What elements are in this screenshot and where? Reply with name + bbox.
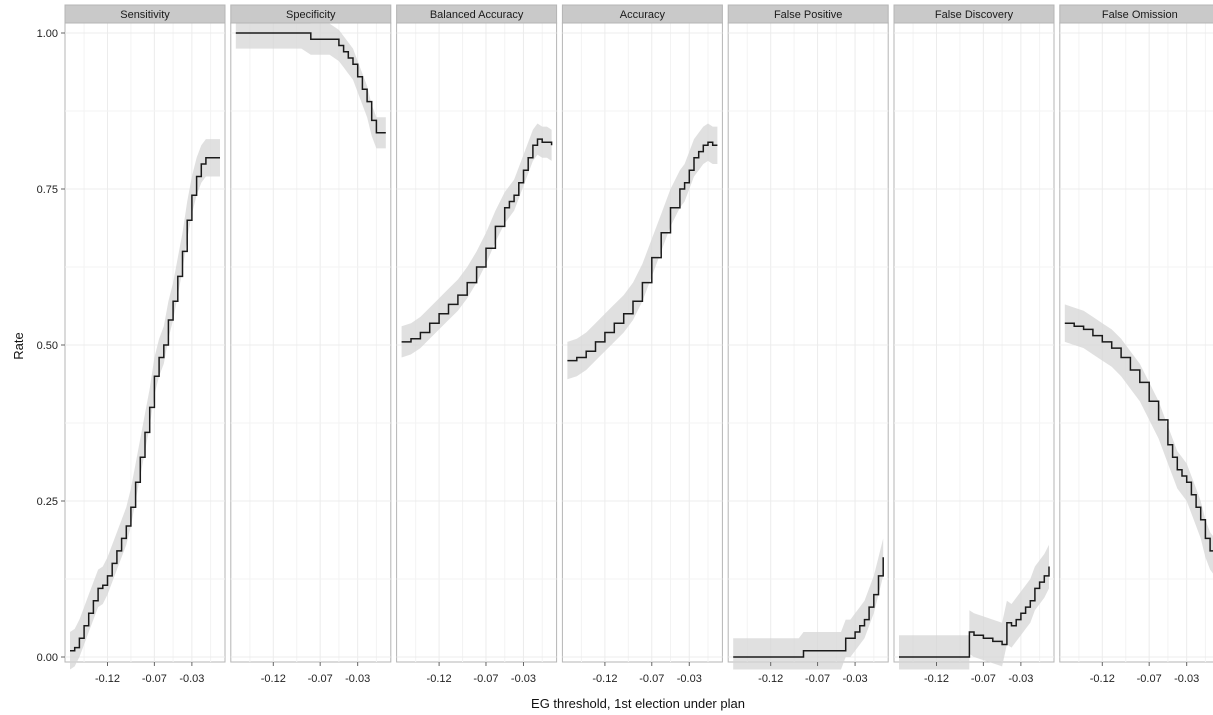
y-axis: 0.00 0.25 0.50 0.75 1.00 [37,28,65,664]
x-tick-label: -0.07 [142,673,167,685]
x-tick-label: -0.03 [1174,673,1199,685]
x-tick-label: -0.12 [758,673,783,685]
facet-strip [1059,4,1213,24]
facet-title: Accuracy [620,9,666,21]
x-tick-label: -0.03 [1008,673,1033,685]
y-tick-label: 0.50 [37,340,58,352]
facet-title: Balanced Accuracy [430,9,524,21]
series-line [1064,322,1213,552]
y-tick-label: 0.75 [37,184,58,196]
panel-background [727,22,889,663]
facet-title: False Discovery [935,9,1014,21]
y-tick-label: 0.00 [37,652,58,664]
series-line [235,32,386,134]
facet-panel: False Omission -0.12 -0.07 -0.03 [1059,4,1213,685]
panel-background [64,22,226,663]
series-line [70,157,220,652]
facet-strip [561,4,723,24]
facet-strip [64,4,226,24]
confidence-band [401,123,552,358]
x-tick-label: -0.07 [805,673,830,685]
confidence-band [235,17,386,149]
confidence-band [899,544,1049,670]
facet-title: False Positive [774,9,842,21]
x-tick-label: -0.07 [308,673,333,685]
x-tick-label: -0.12 [924,673,949,685]
panel-background [893,22,1055,663]
facet-panel: Accuracy -0.12 -0.07 -0.03 [561,4,723,685]
x-tick-label: -0.07 [1137,673,1162,685]
series-line [567,141,718,362]
x-tick-label: -0.12 [261,673,286,685]
facet-title: Specificity [286,9,336,21]
series-line [733,557,884,658]
x-tick-label: -0.03 [179,673,204,685]
x-tick-label: -0.03 [345,673,370,685]
series-line [401,138,553,343]
confidence-band [70,139,220,670]
confidence-band [567,123,718,380]
confidence-band [733,538,884,670]
x-tick-label: -0.12 [1090,673,1115,685]
y-tick-label: 0.25 [37,496,58,508]
facet-panels: Sensitivity -0.12 -0.07 -0.03 Specificity -0.… [64,4,1213,685]
x-tick-label: -0.12 [95,673,120,685]
x-tick-label: -0.03 [677,673,702,685]
facet-title: Sensitivity [120,9,170,21]
facet-panel: False Discovery -0.12 -0.07 -0.03 [893,4,1055,685]
x-tick-label: -0.07 [971,673,996,685]
x-tick-label: -0.12 [427,673,452,685]
x-tick-label: -0.03 [511,673,536,685]
x-tick-label: -0.07 [473,673,498,685]
facet-strip [727,4,889,24]
series-line [899,566,1050,658]
facet-strip [396,4,558,24]
y-tick-label: 1.00 [37,28,58,40]
facet-panel: Sensitivity -0.12 -0.07 -0.03 [64,4,226,685]
facet-strip [230,4,392,24]
x-tick-label: -0.03 [843,673,868,685]
facet-panel: Specificity -0.12 -0.07 -0.03 [230,4,392,685]
facet-title: False Omission [1102,9,1178,21]
x-tick-label: -0.12 [592,673,617,685]
confidence-band [1064,304,1213,574]
x-tick-label: -0.07 [639,673,664,685]
facet-panel: False Positive -0.12 -0.07 -0.03 [727,4,889,685]
y-axis-title: Rate [11,332,26,359]
panel-background [230,22,392,663]
x-axis-title: EG threshold, 1st election under plan [531,696,745,711]
facet-strip [893,4,1055,24]
facet-panel: Balanced Accuracy -0.12 -0.07 -0.03 [396,4,558,685]
